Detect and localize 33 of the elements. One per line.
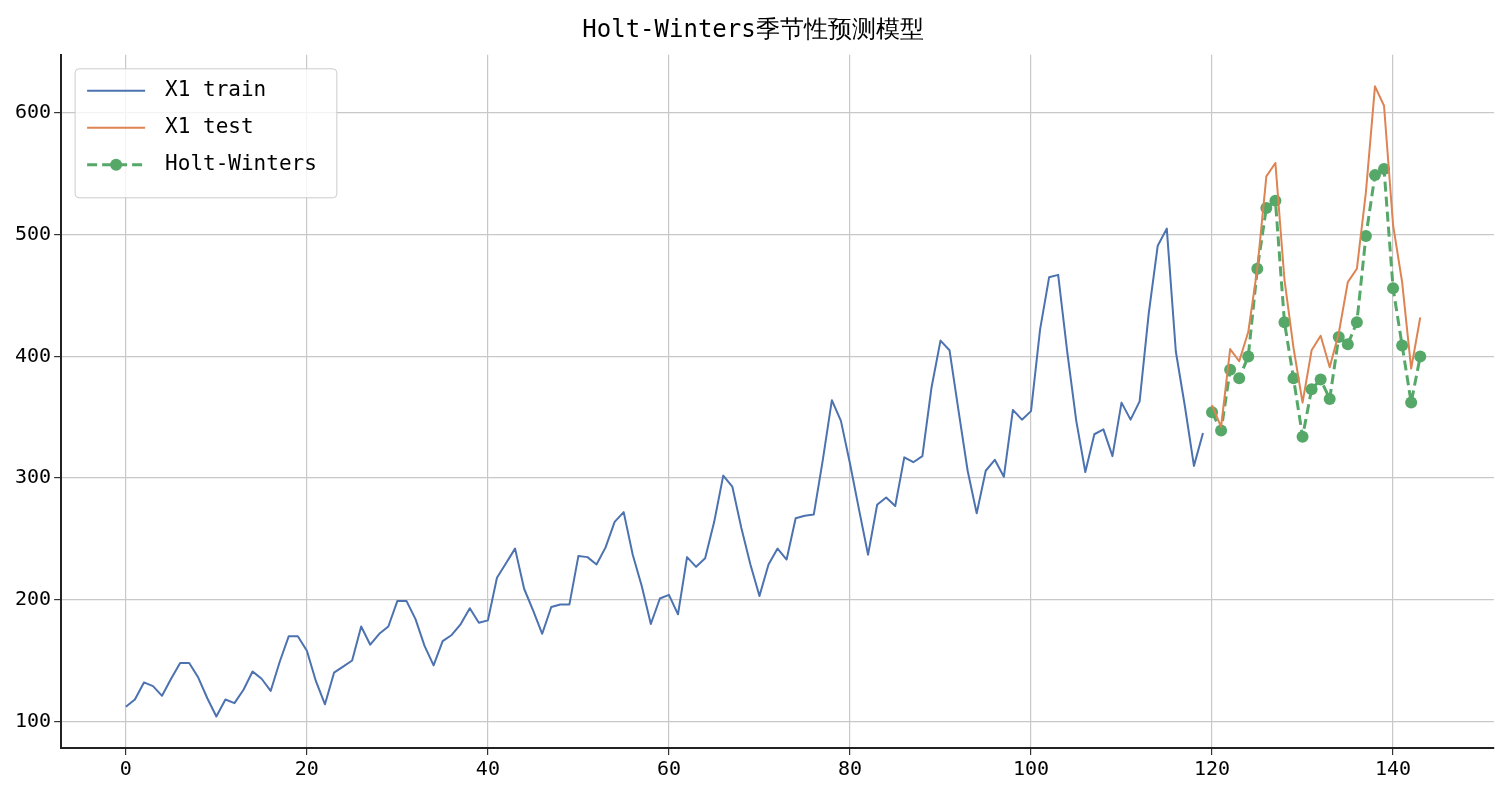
x-tick-label: 40 [475, 756, 500, 781]
chart-title: Holt-Winters季节性预测模型 [582, 14, 924, 43]
point [1368, 169, 1381, 182]
y-tick-label: 100 [15, 707, 52, 732]
x-tick-label: 120 [1193, 756, 1231, 781]
point [1314, 373, 1327, 386]
y-tick-label: 300 [15, 464, 52, 489]
point [1405, 396, 1418, 409]
point [1242, 350, 1255, 363]
x-tick-label: 60 [656, 756, 681, 781]
point [1387, 282, 1400, 295]
point [1305, 383, 1318, 396]
point [1233, 372, 1246, 385]
legend-label: X1 train [165, 77, 267, 102]
point [1215, 424, 1228, 437]
legend-label: Holt-Winters [165, 151, 317, 176]
point [1296, 430, 1309, 443]
point [1341, 338, 1354, 351]
y-tick-label: 200 [15, 585, 52, 610]
x-tick-label: 80 [837, 756, 863, 781]
x-tick-label: 20 [294, 756, 319, 781]
point [1350, 316, 1363, 329]
legend-label: X1 test [165, 114, 254, 139]
y-tick-label: 500 [15, 220, 52, 245]
x-tick-label: 0 [119, 756, 132, 781]
point [1396, 339, 1409, 352]
x-tick-label: 140 [1375, 756, 1412, 781]
point [1278, 316, 1291, 329]
point [1323, 392, 1336, 405]
x-tick-label: 100 [1012, 756, 1050, 781]
point [1414, 350, 1427, 363]
y-tick-label: 600 [15, 99, 52, 124]
y-tick-label: 400 [15, 342, 52, 367]
